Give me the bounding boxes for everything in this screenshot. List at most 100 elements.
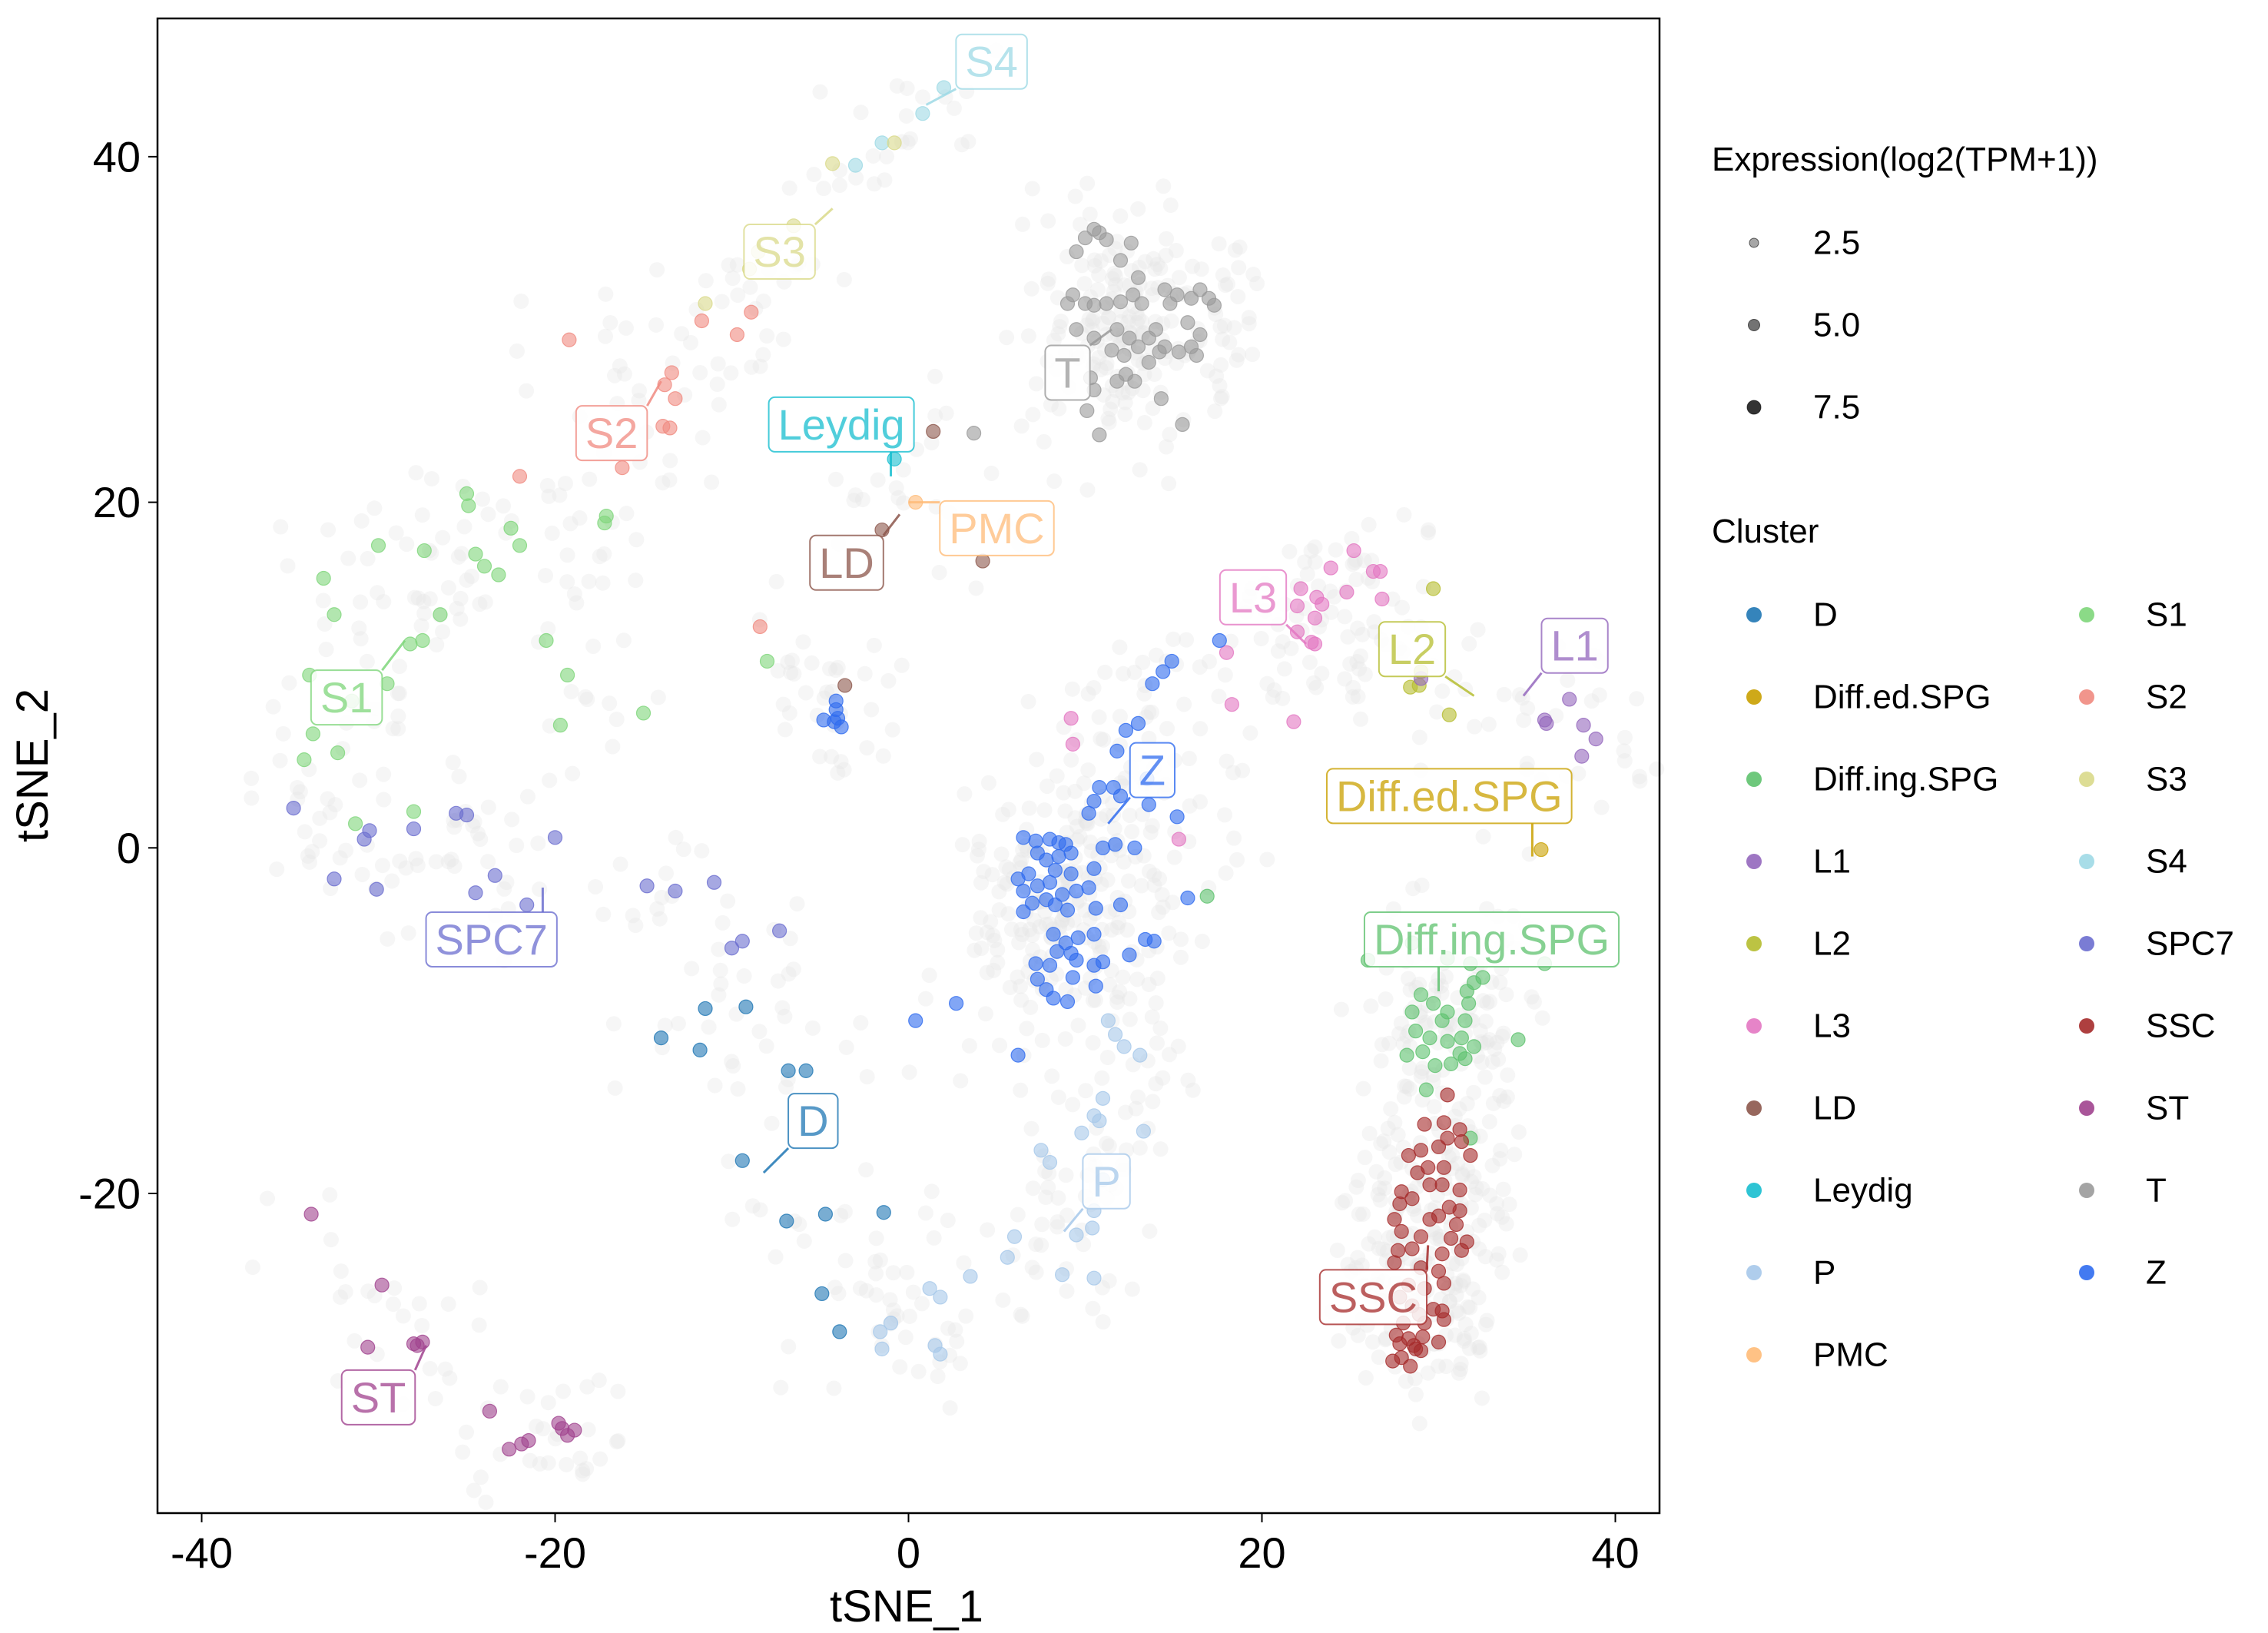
background-point (1023, 1120, 1040, 1137)
background-point (1130, 1089, 1146, 1105)
data-point (1440, 1087, 1455, 1103)
data-point (1152, 344, 1167, 360)
background-point (300, 848, 316, 864)
background-point (967, 942, 983, 958)
data-point (1081, 805, 1096, 821)
cluster-callout: L1 (1522, 617, 1609, 697)
background-point (830, 659, 846, 675)
background-point (878, 148, 894, 164)
background-point (1192, 794, 1209, 810)
background-point (539, 478, 555, 494)
background-point (1512, 687, 1528, 703)
background-point (1348, 572, 1364, 588)
series-st (303, 1206, 582, 1457)
background-point (1109, 989, 1126, 1005)
background-point (1146, 877, 1162, 893)
background-point (478, 1494, 494, 1510)
background-point (662, 472, 678, 488)
background-point (323, 1232, 339, 1248)
data-point (1130, 339, 1146, 354)
background-point (1130, 201, 1146, 217)
background-point (831, 1286, 847, 1302)
data-point (1086, 861, 1102, 876)
background-point (1410, 1207, 1426, 1223)
data-point (832, 1324, 847, 1339)
background-point (923, 435, 940, 451)
background-point (477, 594, 493, 610)
background-point (1086, 310, 1102, 327)
background-point (1217, 807, 1233, 823)
background-point (1361, 1236, 1377, 1252)
cluster-legend-label: D (1813, 596, 1838, 634)
background-point (414, 507, 430, 523)
background-point (1146, 367, 1162, 383)
background-point (1232, 239, 1248, 255)
data-point (1122, 330, 1137, 346)
background-point (1345, 556, 1361, 573)
background-point (1215, 267, 1231, 284)
background-point (1093, 361, 1109, 377)
background-point (1500, 1067, 1516, 1084)
background-point (1479, 995, 1495, 1011)
data-point (1028, 833, 1043, 848)
data-point (1130, 270, 1146, 285)
background-point (1058, 1167, 1074, 1183)
data-point (1175, 417, 1190, 433)
data-point (1219, 645, 1235, 660)
y-axis-title: tSNE_2 (8, 689, 58, 842)
background-point (608, 712, 625, 728)
data-point (1107, 1027, 1123, 1042)
background-point (1358, 1369, 1374, 1386)
data-point (1315, 596, 1330, 612)
background-point (858, 1162, 874, 1178)
background-point (1102, 977, 1118, 993)
cluster-legend-label: T (2146, 1172, 2167, 1210)
background-point (1616, 743, 1632, 759)
cluster-callout-label: P (1092, 1157, 1120, 1206)
data-point (922, 1281, 937, 1296)
background-point (1212, 377, 1228, 393)
data-point (1387, 1255, 1402, 1270)
background-point (1322, 583, 1338, 599)
background-point (1326, 589, 1342, 605)
cluster-callout-label: D (797, 1097, 828, 1145)
background-point (991, 884, 1007, 900)
background-point (1348, 1179, 1364, 1195)
background-point (1122, 1011, 1138, 1027)
background-point (812, 84, 828, 100)
data-point (1024, 895, 1040, 911)
background-point (632, 383, 648, 399)
background-point (455, 1444, 471, 1460)
data-point (521, 1432, 536, 1449)
background-point (1162, 427, 1178, 443)
data-point (512, 538, 528, 553)
background-point (1040, 271, 1056, 287)
background-point (1352, 648, 1368, 664)
background-point (910, 1363, 927, 1379)
cluster-callout: Z (1107, 742, 1176, 825)
y-tick-label: 20 (93, 478, 141, 526)
background-point (1524, 989, 1540, 1005)
background-point (579, 692, 595, 708)
data-point (1443, 1230, 1459, 1246)
data-point (1125, 287, 1141, 303)
cluster-legend-key (1746, 607, 1762, 622)
background-point (1241, 316, 1257, 332)
cluster-callout-box (1129, 742, 1176, 798)
background-point (831, 178, 847, 194)
data-point (771, 923, 788, 938)
background-point (1455, 1273, 1471, 1289)
background-point (1053, 314, 1069, 330)
background-point (1357, 666, 1373, 682)
background-point (480, 854, 496, 870)
background-point (816, 181, 832, 197)
background-point (755, 347, 771, 363)
background-point (1495, 1181, 1511, 1197)
background-point (892, 1359, 908, 1375)
background-point (973, 910, 989, 926)
data-point (1392, 1196, 1408, 1212)
background-point (953, 137, 970, 153)
cluster-legend-key (2079, 607, 2094, 622)
x-tick-label: 40 (1591, 1528, 1639, 1577)
background-point (1570, 765, 1587, 782)
